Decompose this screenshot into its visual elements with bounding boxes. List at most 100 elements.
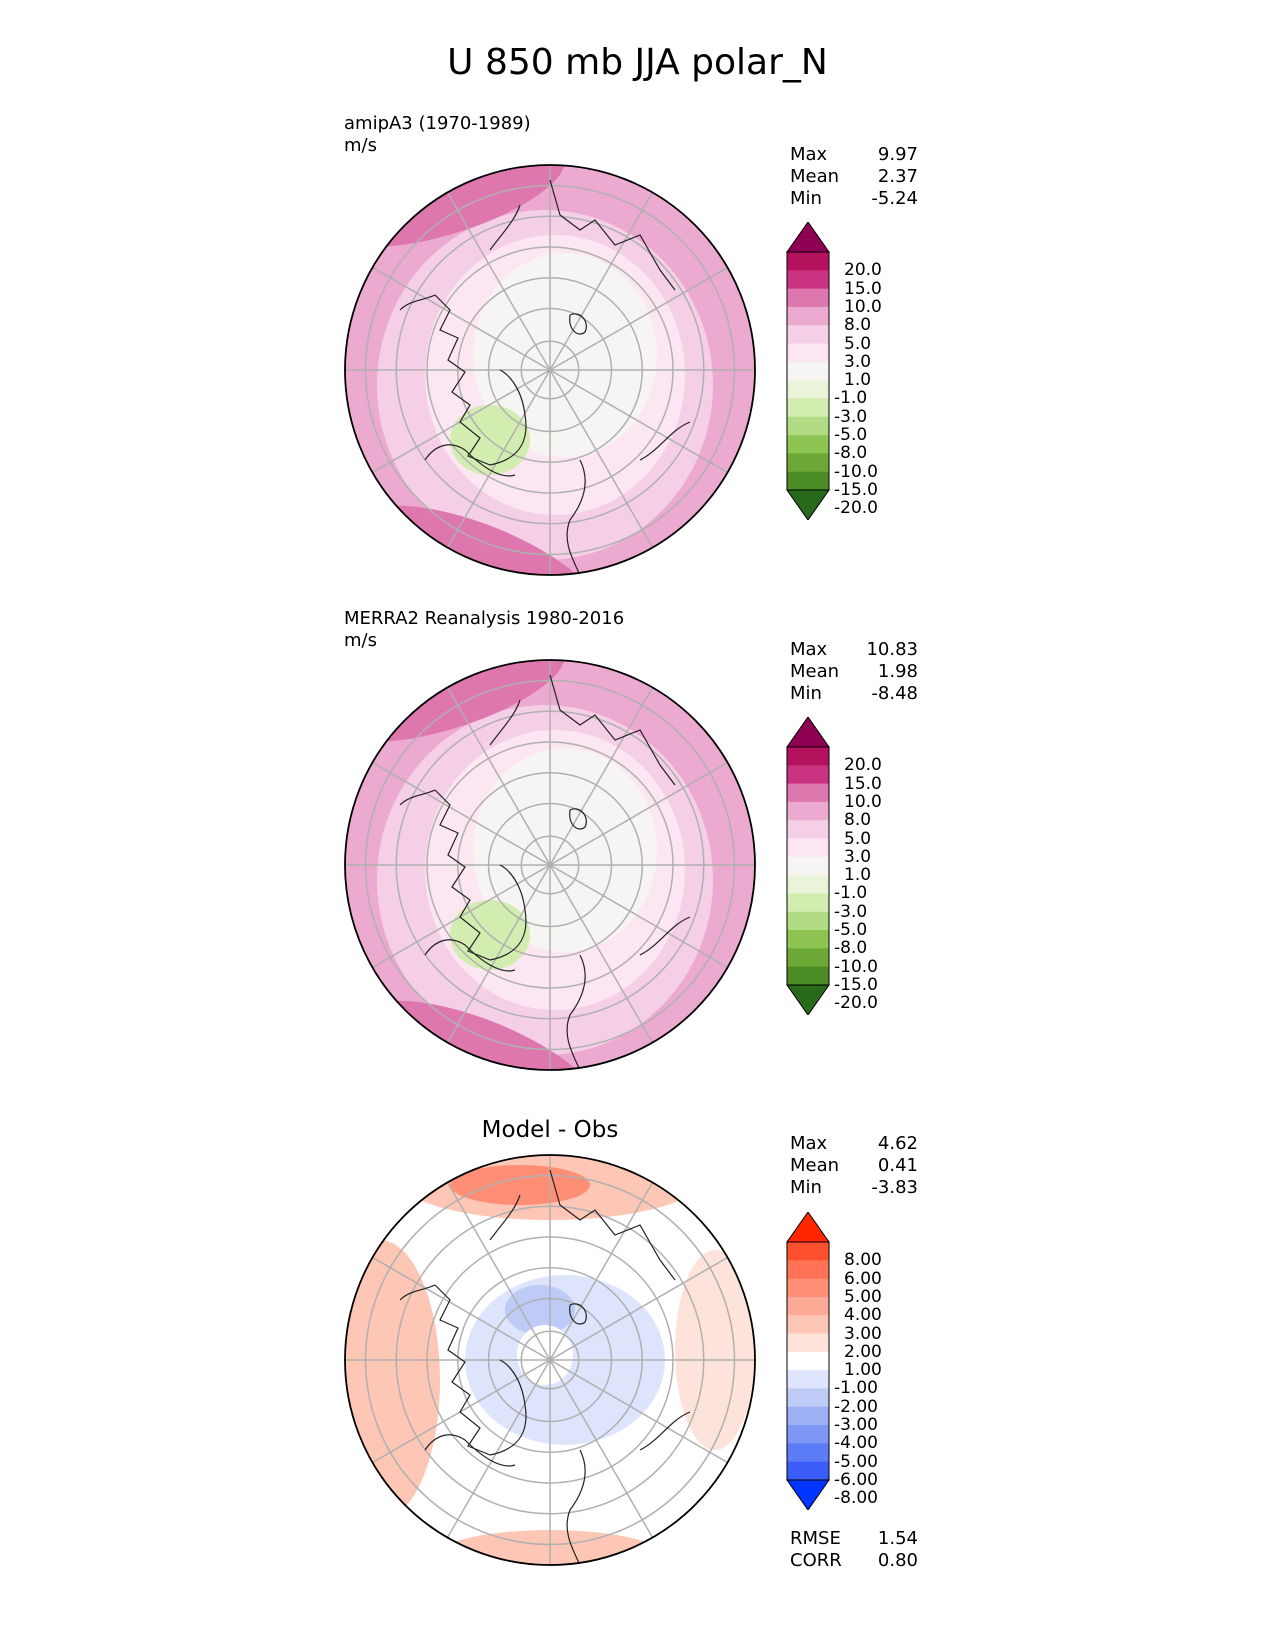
coastline	[424, 1434, 516, 1467]
coastline	[399, 789, 436, 806]
coastline	[549, 179, 676, 291]
colorbar-box	[787, 1461, 829, 1481]
colorbar-extend-max	[786, 1212, 830, 1243]
colorbar-box	[787, 1443, 829, 1463]
colorbar-tick-label: -8.00	[834, 1488, 878, 1509]
colorbar-tick-label: -4.00	[834, 1433, 878, 1454]
colorbar-box	[787, 820, 829, 840]
colorbar-tick-label: -1.0	[834, 388, 868, 409]
coastline	[424, 939, 516, 972]
colorbar-tick-label: 8.00	[844, 1250, 882, 1271]
colorbar-extend-min	[786, 489, 830, 520]
colorbar-tick-label: -6.00	[834, 1470, 878, 1490]
colorbar-frame	[786, 251, 830, 491]
panel-1-title: amipA3 (1970-1989)	[344, 113, 531, 134]
colorbar-box	[787, 1351, 829, 1371]
stat-value: 2.37	[877, 166, 918, 187]
figure-title: U 850 mb JJA polar_N	[447, 42, 828, 83]
metric-label: CORR	[790, 1550, 842, 1571]
stat-label: Max	[790, 144, 828, 165]
colorbar-box	[787, 252, 829, 271]
panel-3-title: Model - Obs	[481, 1117, 619, 1143]
coastline	[639, 916, 691, 956]
coastline	[489, 864, 527, 961]
colorbar-tick-label: 1.0	[844, 370, 872, 391]
coastline	[434, 294, 491, 466]
panel-3-colorbar	[786, 1212, 830, 1510]
colorbar-extend-min	[786, 1479, 830, 1510]
colorbar-box	[787, 1388, 829, 1408]
colorbar-box	[787, 343, 829, 363]
colorbar-box	[787, 1296, 829, 1316]
panel-2-colorbar	[786, 717, 830, 1015]
colorbar-tick-label: 2.00	[844, 1341, 882, 1362]
panel-3-polar-map	[344, 1154, 756, 1566]
colorbar-tick-label: -1.00	[834, 1378, 878, 1399]
metric-value: 1.54	[877, 1528, 918, 1549]
field-band	[675, 1250, 755, 1450]
colorbar-tick-label: 15.0	[844, 278, 882, 299]
colorbar-box	[787, 801, 829, 821]
field-layer	[345, 165, 755, 575]
colorbar-tick-label: 3.0	[844, 846, 872, 867]
stat-value: -8.48	[871, 683, 918, 704]
colorbar-box	[787, 1406, 829, 1426]
stat-value: 0.41	[877, 1155, 918, 1176]
colorbar-box	[787, 893, 829, 913]
colorbar-box	[787, 875, 829, 894]
coastline	[566, 459, 586, 575]
colorbar-tick-label: 20.0	[844, 755, 882, 776]
colorbar-box	[787, 380, 829, 399]
colorbar-tick-label: 10.0	[844, 791, 882, 812]
stat-value: 9.97	[877, 144, 918, 165]
coastline	[569, 1303, 587, 1325]
colorbar-extend-min	[786, 984, 830, 1015]
coastline	[639, 421, 691, 461]
colorbar-tick-label: 5.00	[844, 1286, 882, 1307]
coastline	[434, 1284, 491, 1456]
colorbar-tick-label: 1.00	[844, 1360, 882, 1381]
colorbar-extend-max	[786, 222, 830, 253]
colorbar-tick-label: -15.0	[834, 480, 878, 500]
stat-label: Mean	[790, 166, 840, 187]
colorbar-box	[787, 1370, 829, 1389]
stat-value: 4.62	[877, 1133, 918, 1154]
stat-label: Max	[790, 639, 828, 660]
panel-1-colorbar	[786, 222, 830, 520]
colorbar-tick-label: 5.0	[844, 333, 872, 354]
colorbar-tick-label: -20.0	[834, 993, 878, 1014]
metric-value: 0.80	[877, 1550, 918, 1571]
colorbar-box	[787, 1425, 829, 1444]
field-band	[505, 1285, 575, 1335]
colorbar-tick-label: 8.0	[844, 315, 872, 336]
colorbar-tick-label: 1.0	[844, 865, 872, 886]
colorbar-tick-label: -15.0	[834, 975, 878, 995]
colorbar-box	[787, 838, 829, 858]
coastline	[549, 674, 676, 786]
colorbar-tick-label: 15.0	[844, 773, 882, 794]
colorbar-box	[787, 911, 829, 931]
colorbar-tick-label: -8.0	[834, 443, 868, 464]
panel-3-metrics: RMSE 1.54 CORR 0.80	[790, 1528, 918, 1572]
colorbar-tick-label: 3.0	[844, 351, 872, 372]
coastline	[489, 1194, 521, 1241]
colorbar-box	[787, 1333, 829, 1353]
colorbar-tick-label: -3.0	[834, 901, 868, 922]
colorbar-tick-label: -10.0	[834, 956, 878, 977]
colorbar-tick-label: 5.0	[844, 828, 872, 849]
coastline	[424, 444, 516, 477]
panel-2-title: MERRA2 Reanalysis 1980-2016	[344, 608, 625, 629]
colorbar-frame	[786, 746, 830, 986]
colorbar-extend-max	[786, 717, 830, 748]
colorbar-tick-label: -3.00	[834, 1415, 878, 1436]
colorbar-box	[787, 416, 829, 436]
field-band	[517, 1325, 573, 1385]
colorbar-box	[787, 453, 829, 473]
colorbar-box	[787, 930, 829, 949]
colorbar-box	[787, 398, 829, 418]
colorbar-box	[787, 435, 829, 454]
panel-2-polar-map	[344, 659, 756, 1071]
colorbar-tick-label: -3.0	[834, 406, 868, 427]
stat-label: Min	[790, 188, 822, 209]
coastline	[489, 1359, 527, 1456]
